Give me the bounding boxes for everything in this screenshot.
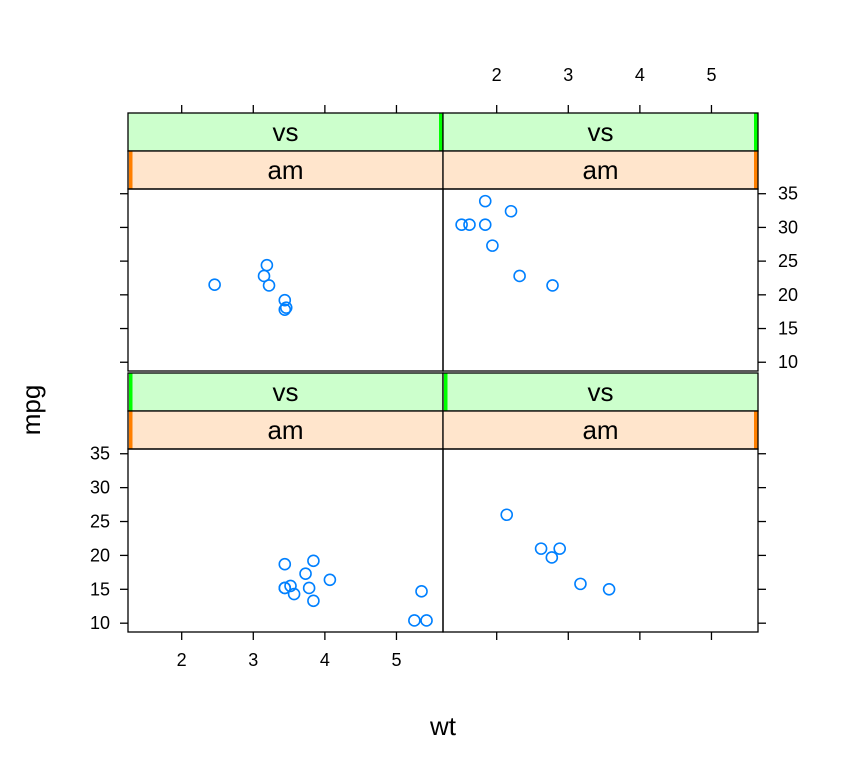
panel-frame-bottom-right: [442, 448, 759, 633]
strip-am-top-right: [443, 151, 758, 189]
data-point-bottom-right: [553, 542, 566, 555]
y-axis-label: mpg: [16, 385, 46, 436]
y-tick-label-right: 15: [778, 319, 798, 339]
panel-frame-top-right: [442, 188, 759, 372]
x-tick-label-top: 3: [563, 65, 573, 85]
y-tick-label-right: 30: [778, 217, 798, 237]
strip-vs-level-marker-top-left: [439, 113, 443, 151]
data-point-bottom-left: [278, 557, 292, 571]
y-tick-label-left: 35: [90, 444, 110, 464]
strip-am-label-top-right: am: [582, 155, 618, 185]
y-tick-label-right: 35: [778, 184, 798, 204]
strip-vs-label-top-left: vs: [273, 117, 299, 147]
data-point-top-right: [455, 218, 468, 232]
data-point-top-right: [513, 269, 526, 283]
data-point-bottom-right: [534, 542, 548, 555]
strip-vs-top-right: [443, 113, 758, 151]
data-point-top-right: [486, 239, 499, 252]
strip-vs-level-marker-top-right: [754, 113, 758, 151]
data-point-bottom-left: [323, 573, 337, 587]
strip-am-bottom-right: [443, 411, 758, 449]
data-point-bottom-left: [415, 585, 428, 598]
strip-vs-label-bottom-left: vs: [273, 377, 299, 407]
data-point-bottom-left: [307, 594, 320, 608]
data-point-bottom-left: [299, 567, 312, 581]
x-tick-label-bottom: 2: [177, 650, 187, 670]
strip-vs-label-bottom-right: vs: [588, 377, 614, 407]
data-point-top-left: [262, 279, 276, 292]
data-point-top-left: [208, 278, 221, 292]
data-point-bottom-left: [278, 581, 292, 595]
y-tick-label-left: 30: [90, 478, 110, 498]
data-point-bottom-right: [602, 582, 616, 596]
data-point-top-right: [546, 279, 559, 292]
y-tick-label-right: 25: [778, 251, 798, 271]
panel-frame-top-left: [127, 188, 444, 372]
data-point-bottom-right: [500, 508, 514, 522]
strip-vs-level-marker-bottom-right: [444, 373, 448, 411]
x-axis-label: wt: [429, 711, 457, 741]
data-point-bottom-left: [302, 581, 316, 595]
data-point-bottom-right: [574, 577, 587, 591]
data-point-top-left: [279, 301, 293, 314]
y-tick-label-right: 10: [778, 352, 798, 372]
x-tick-label-bottom: 3: [248, 650, 258, 670]
strip-am-top-left: [128, 151, 443, 189]
y-tick-label-left: 20: [90, 545, 110, 565]
y-tick-label-left: 15: [90, 579, 110, 599]
strip-am-label-bottom-left: am: [267, 415, 303, 445]
points-layer: [208, 194, 616, 627]
strip-vs-level-marker-bottom-left: [129, 373, 133, 411]
data-point-bottom-left: [420, 614, 433, 627]
strip-vs-top-left: [128, 113, 443, 151]
strip-am-level-marker-bottom-right: [754, 411, 758, 449]
data-point-top-right: [478, 218, 492, 232]
strip-am-label-bottom-right: am: [582, 415, 618, 445]
data-point-bottom-left: [307, 554, 320, 568]
data-point-bottom-left: [284, 579, 297, 593]
data-point-top-left: [257, 269, 271, 283]
data-point-top-right: [463, 218, 476, 232]
data-point-top-right: [478, 194, 492, 208]
data-point-bottom-right: [545, 551, 559, 564]
data-point-top-left: [260, 258, 274, 272]
data-point-top-left: [278, 293, 292, 307]
panels-layer: [127, 188, 759, 633]
data-point-top-right: [504, 204, 518, 218]
strip-am-level-marker-bottom-left: [129, 411, 133, 449]
x-tick-label-bottom: 5: [391, 650, 401, 670]
x-tick-label-top: 5: [706, 65, 716, 85]
strip-vs-bottom-right: [443, 373, 758, 411]
axes-layer: 2 3 4 5 2 3 4 5 10 15 20 25 30 35 10 15 20 25 30 35: [90, 65, 798, 670]
y-tick-label-right: 20: [778, 285, 798, 305]
strip-am-bottom-left: [128, 411, 443, 449]
data-point-bottom-left: [408, 614, 421, 627]
strips-layer: vs am vs am vs am vs am: [127, 112, 759, 450]
strip-vs-label-top-right: vs: [588, 117, 614, 147]
y-tick-label-left: 25: [90, 512, 110, 532]
data-point-top-left: [278, 303, 292, 316]
x-tick-label-top: 2: [492, 65, 502, 85]
strip-vs-bottom-left: [128, 373, 443, 411]
x-tick-label-bottom: 4: [320, 650, 330, 670]
strip-am-level-marker-top-right: [754, 151, 758, 189]
y-tick-label-left: 10: [90, 613, 110, 633]
strip-am-label-top-left: am: [267, 155, 303, 185]
panel-frame-bottom-left: [127, 448, 444, 633]
data-point-bottom-left: [287, 587, 301, 601]
strip-am-level-marker-top-left: [129, 151, 133, 189]
x-tick-label-top: 4: [635, 65, 645, 85]
